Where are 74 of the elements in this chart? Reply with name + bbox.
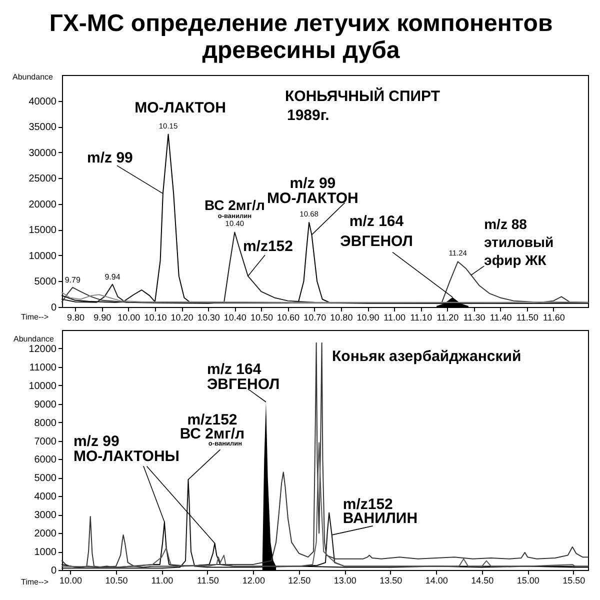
y-tick-label: 20000 — [28, 199, 57, 210]
annotation: КОНЬЯЧНЫЙ СПИРТ — [285, 87, 440, 105]
y-tick-label: 5000 — [34, 473, 57, 484]
annotation: МО-ЛАКТОН — [134, 99, 226, 116]
x-tick-label: 10.00 — [59, 576, 82, 586]
x-tick-label: 14.00 — [425, 576, 448, 586]
annotation: ВС 2мг/л — [204, 197, 265, 214]
annotation: m/z 99 — [87, 150, 133, 167]
chart-title: ГХ-МС определение летучих компонентов древесины дуба — [49, 10, 553, 64]
y-tick-label: 2000 — [34, 528, 57, 540]
y-tick-label: 5000 — [34, 276, 57, 288]
x-axis-title: Time--> — [21, 312, 49, 322]
x-tick-label: 10.20 — [170, 312, 194, 322]
x-tick-label: 14.50 — [471, 576, 494, 586]
y-tick-label: 4000 — [34, 492, 57, 503]
annotation: 1989г. — [287, 107, 330, 124]
x-tick-label: 9.90 — [94, 312, 112, 322]
x-tick-label: 11.50 — [516, 312, 538, 322]
x-tick-label: 10.40 — [224, 312, 246, 322]
y-tick-label: 0 — [50, 566, 57, 576]
y-tick-label: 30000 — [28, 148, 57, 159]
y-tick-label: 3000 — [34, 510, 57, 522]
y-tick-label: 11000 — [29, 362, 57, 374]
annotation: m/z152 — [242, 238, 293, 256]
annotation: Коньяк азербайджанский — [332, 348, 522, 365]
x-tick-label: 11.60 — [543, 312, 565, 322]
x-tick-label: 11.00 — [384, 312, 406, 322]
y-axis-title: Abundance — [14, 334, 55, 344]
annotation: m/z 164 ЭВГЕНОЛ — [340, 213, 413, 250]
x-tick-label: 13.50 — [380, 576, 402, 586]
annotation: m/z 99 МО-ЛАКТОН — [267, 174, 358, 207]
x-tick-label: 10.80 — [330, 312, 353, 322]
y-tick-label: 40000 — [28, 96, 57, 108]
x-tick-label: 11.50 — [197, 576, 219, 586]
x-tick-label: 10.50 — [250, 312, 274, 322]
y-tick-label: 25000 — [28, 174, 57, 185]
annotation: m/z152 ВАНИЛИН — [342, 496, 418, 527]
x-tick-label: 9.80 — [67, 312, 85, 322]
x-tick-label: 11.10 — [410, 312, 432, 322]
annotation: m/z152 ВС 2мг/л — [180, 412, 245, 443]
x-tick-label: 10.00 — [118, 312, 140, 322]
y-tick-label: 7000 — [34, 436, 57, 448]
x-tick-label: 11.20 — [436, 312, 459, 322]
x-tick-label: 15.00 — [516, 576, 540, 586]
y-tick-label: 35000 — [28, 122, 57, 134]
x-tick-label: 11.00 — [151, 576, 174, 586]
x-tick-label: 10.30 — [197, 312, 220, 322]
annotation: m/z 88 этиловый эфир ЖК — [484, 216, 554, 268]
y-tick-label: 10000 — [28, 250, 57, 262]
y-tick-label: 1000 — [34, 547, 57, 558]
x-tick-label: 10.10 — [144, 312, 167, 322]
annotation: m/z 164 ЭВГЕНОЛ — [206, 361, 280, 393]
x-tick-label: 10.90 — [356, 312, 380, 322]
y-tick-label: 6000 — [34, 454, 57, 466]
x-tick-label: 12.00 — [242, 576, 265, 586]
x-tick-label: 10.50 — [105, 576, 128, 586]
y-tick-label: 12000 — [28, 344, 57, 355]
x-tick-label: 11.40 — [490, 312, 512, 322]
x-tick-label: 15.50 — [562, 576, 586, 586]
x-tick-label: 11.30 — [463, 312, 486, 322]
x-tick-label: 12.50 — [288, 576, 311, 586]
annotation: 9.94 — [104, 272, 121, 282]
y-tick-label: 0 — [50, 302, 57, 314]
y-tick-label: 9000 — [34, 399, 57, 410]
y-axis-title: Abundance — [12, 72, 54, 82]
x-axis-title: Time--> — [21, 578, 49, 586]
x-tick-label: 10.60 — [277, 312, 300, 322]
annotation: 9.79 — [64, 275, 81, 284]
y-tick-label: 15000 — [28, 225, 57, 236]
y-tick-label: 8000 — [34, 418, 57, 429]
x-tick-label: 13.00 — [334, 576, 356, 586]
annotation: m/z 99 МО-ЛАКТОНЫ — [73, 433, 180, 465]
y-tick-label: 10000 — [28, 380, 57, 392]
x-tick-label: 10.70 — [304, 312, 326, 322]
